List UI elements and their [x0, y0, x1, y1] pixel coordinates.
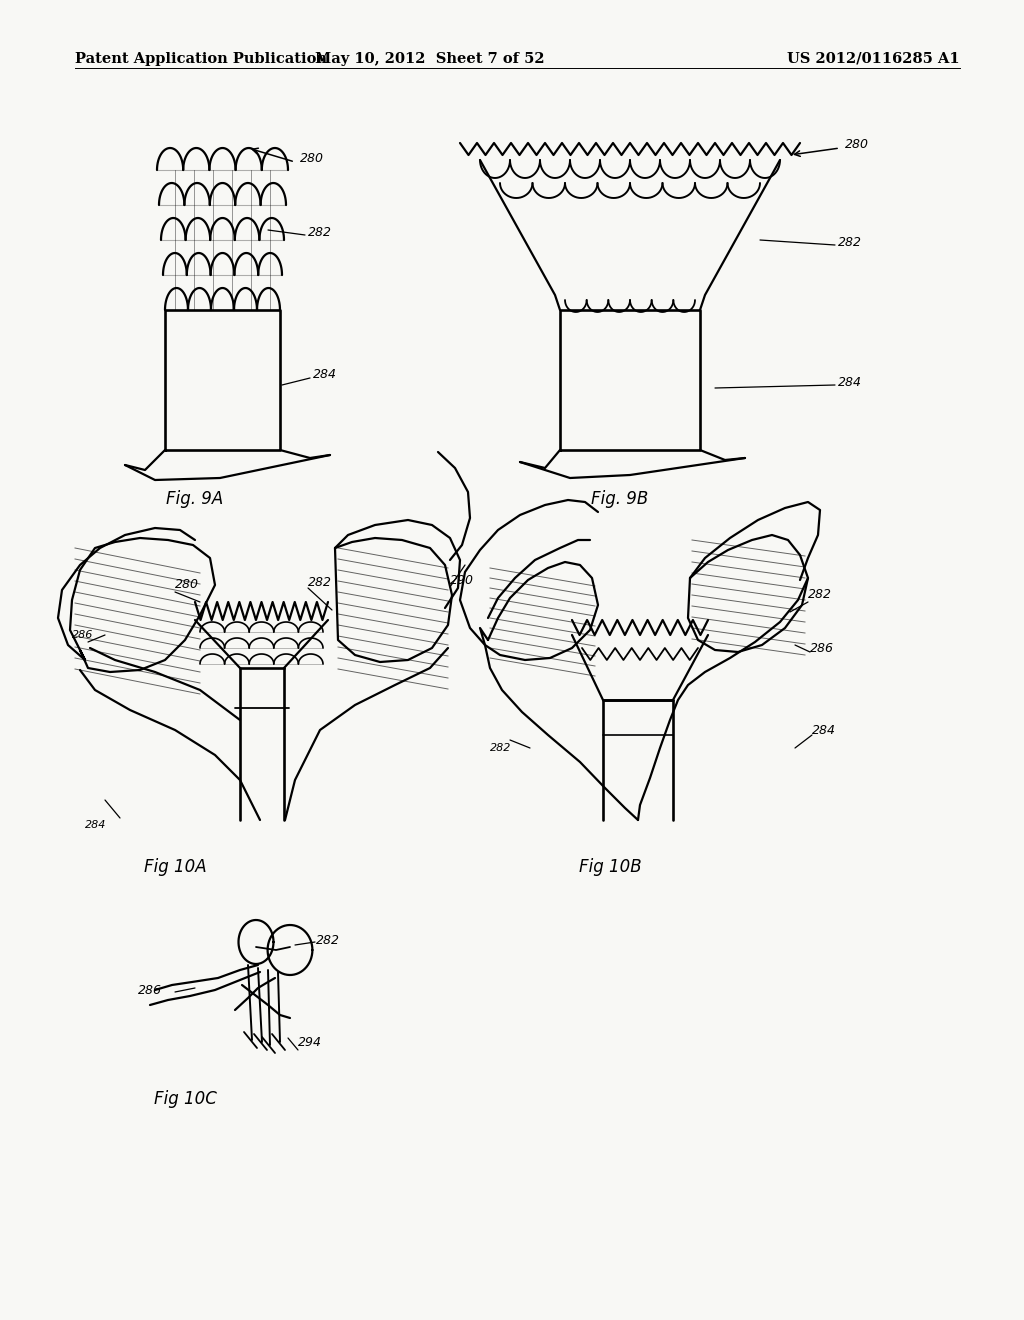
Text: Patent Application Publication: Patent Application Publication	[75, 51, 327, 66]
Text: 284: 284	[812, 723, 836, 737]
Text: US 2012/0116285 A1: US 2012/0116285 A1	[787, 51, 961, 66]
Text: 286: 286	[72, 630, 93, 640]
Text: 282: 282	[308, 576, 332, 589]
Text: 280: 280	[175, 578, 199, 591]
Text: 284: 284	[838, 376, 862, 389]
Text: 286: 286	[810, 642, 834, 655]
Text: Fig 10B: Fig 10B	[579, 858, 641, 876]
Text: 282: 282	[490, 743, 511, 752]
Text: 284: 284	[85, 820, 106, 830]
Text: 280: 280	[300, 152, 324, 165]
Text: 282: 282	[308, 226, 332, 239]
Text: 284: 284	[313, 368, 337, 381]
Text: 282: 282	[838, 236, 862, 249]
Text: May 10, 2012  Sheet 7 of 52: May 10, 2012 Sheet 7 of 52	[315, 51, 545, 66]
Text: Fig. 9B: Fig. 9B	[592, 490, 648, 508]
Text: Fig 10A: Fig 10A	[143, 858, 206, 876]
Text: 282: 282	[316, 933, 340, 946]
Text: 290: 290	[450, 573, 474, 586]
Text: Fig 10C: Fig 10C	[154, 1090, 216, 1107]
Text: Fig. 9A: Fig. 9A	[166, 490, 223, 508]
Text: 280: 280	[845, 139, 869, 152]
Text: 286: 286	[138, 983, 162, 997]
Text: 294: 294	[298, 1035, 322, 1048]
Text: 282: 282	[808, 589, 831, 602]
